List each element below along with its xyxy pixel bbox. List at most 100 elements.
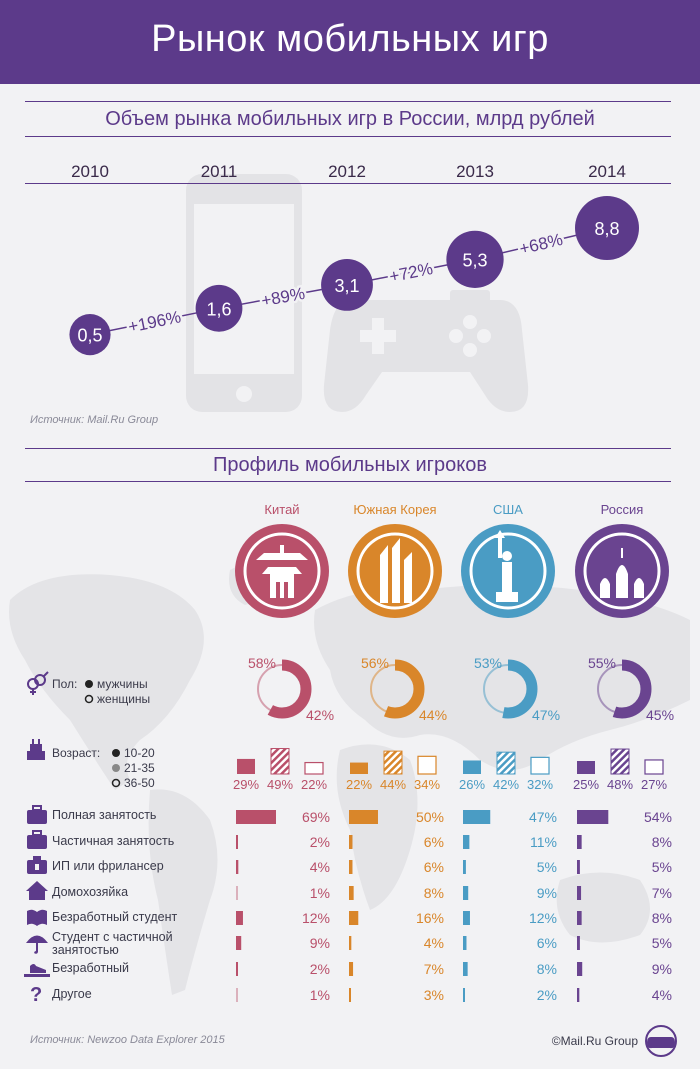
- employment-bar: [577, 860, 580, 874]
- age-bar: [417, 755, 437, 775]
- age-legend-marker-3650: [111, 778, 121, 788]
- employment-percent-label: 5%: [652, 935, 672, 951]
- employment-percent-label: 12%: [302, 910, 330, 926]
- employment-bar: [577, 810, 609, 824]
- year-axis-line: [25, 183, 671, 184]
- age-bar: [463, 760, 481, 774]
- country-label-korea: Южная Корея: [353, 502, 437, 517]
- employment-bar: [349, 936, 352, 950]
- employment-bar: [236, 860, 239, 874]
- row-label: Частичная занятость: [52, 834, 175, 848]
- employment-percent-label: 69%: [302, 809, 330, 825]
- divider: [25, 481, 671, 482]
- female-legend-dot: [84, 694, 94, 704]
- employment-bar: [236, 962, 238, 976]
- employment-percent-label: 1%: [310, 885, 330, 901]
- age-bar: [237, 758, 255, 774]
- employment-percent-label: 50%: [416, 809, 444, 825]
- briefcase-icon: [27, 805, 47, 824]
- usa-emblem-icon: [461, 524, 555, 618]
- age-bar: [304, 761, 324, 775]
- briefcase-part-icon: [27, 830, 47, 849]
- female-percent-label: 47%: [532, 707, 560, 723]
- employment-bar: [236, 835, 238, 849]
- female-legend-text: женщины: [97, 692, 151, 706]
- age-bar: [577, 761, 595, 774]
- market-value-bubble: [195, 284, 243, 332]
- male-percent-label: 58%: [248, 655, 276, 671]
- page-title: Рынок мобильных игр: [151, 18, 549, 60]
- employment-percent-label: 4%: [310, 859, 330, 875]
- donut-male-slice: [252, 659, 312, 719]
- age-percent-label: 34%: [414, 777, 440, 792]
- employment-bar: [349, 860, 353, 874]
- age-percent-label: 25%: [573, 777, 599, 792]
- employment-percent-label: 3%: [424, 987, 444, 1003]
- freelancer-icon: [27, 856, 47, 874]
- copyright-text: ©Mail.Ru Group: [551, 1034, 638, 1048]
- employment-percent-label: 1%: [310, 987, 330, 1003]
- year-label: 2013: [456, 162, 494, 181]
- header-banner: Рынок мобильных игр: [0, 0, 700, 84]
- female-percent-label: 44%: [419, 707, 447, 723]
- female-percent-label: 42%: [306, 707, 334, 723]
- employment-bar: [349, 886, 354, 900]
- employment-percent-label: 7%: [652, 885, 672, 901]
- year-label: 2011: [200, 162, 238, 181]
- gamepad-buttons: [360, 315, 491, 357]
- age-legend-marker-1020: [112, 749, 120, 757]
- row-label: Безработный студент: [52, 910, 178, 924]
- employment-bar: [236, 911, 243, 925]
- gender-icon: [27, 671, 49, 695]
- market-value-label: 8,8: [594, 219, 619, 239]
- donut-male-slice: [365, 659, 425, 719]
- phone-home-button: [236, 386, 252, 402]
- book-icon: [27, 909, 47, 926]
- donut-male-slice: [592, 659, 652, 719]
- employment-percent-label: 8%: [424, 885, 444, 901]
- employment-percent-label: 4%: [652, 987, 672, 1003]
- year-label: 2012: [328, 162, 366, 181]
- employment-bar: [577, 962, 583, 976]
- female-percent-label: 45%: [646, 707, 674, 723]
- country-emblems: [235, 524, 669, 618]
- china-emblem-icon: [235, 524, 329, 618]
- market-value-label: 3,1: [334, 276, 359, 296]
- employment-percent-label: 54%: [644, 809, 672, 825]
- row-label: Безработный: [52, 961, 129, 975]
- year-label: 2010: [71, 162, 109, 181]
- male-legend-dot: [85, 680, 93, 688]
- employment-bar: [236, 886, 238, 900]
- employment-percent-label: 8%: [652, 834, 672, 850]
- age-percent-label: 22%: [301, 777, 327, 792]
- employment-bar: [463, 962, 468, 976]
- age-bar: [610, 748, 630, 775]
- age-legend-1020: 10-20: [124, 746, 155, 760]
- row-label: Другое: [52, 987, 92, 1001]
- market-value-bubble: [575, 196, 639, 260]
- employment-percent-label: 11%: [530, 834, 557, 850]
- employment-percent-label: 9%: [310, 935, 330, 951]
- employment-bar: [236, 988, 238, 1002]
- age-percent-label: 29%: [233, 777, 259, 792]
- divider: [25, 101, 671, 102]
- employment-bar: [463, 936, 467, 950]
- age-bar: [530, 756, 550, 775]
- age-percent-label: 27%: [641, 777, 667, 792]
- age-bar: [496, 751, 516, 775]
- employment-percent-label: 12%: [529, 910, 557, 926]
- employment-bar: [577, 886, 582, 900]
- country-label-china: Китай: [264, 502, 300, 517]
- country-label-usa: США: [493, 502, 523, 517]
- sleeping-person-icon: [24, 964, 50, 977]
- market-growth-chart: +196%+89%+72%+68%0,51,63,15,38,8: [69, 196, 639, 356]
- employment-percent-label: 2%: [537, 987, 557, 1003]
- korea-emblem-icon: [348, 524, 442, 618]
- market-value-bubble: [446, 230, 504, 288]
- age-legend-label: Возраст:: [52, 746, 101, 760]
- row-label: ИП или фрилансер: [52, 859, 164, 873]
- employment-bar: [463, 860, 466, 874]
- gender-legend-label: Пол:: [52, 677, 78, 691]
